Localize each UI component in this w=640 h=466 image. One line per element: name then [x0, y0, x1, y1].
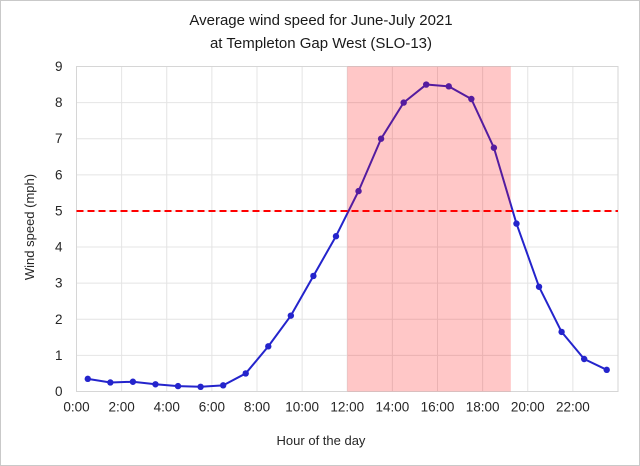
x-tick-label: 18:00 [466, 400, 500, 415]
data-point-marker [219, 382, 227, 389]
data-point-marker [377, 135, 385, 142]
data-point-marker [513, 220, 520, 227]
data-point-marker [265, 343, 272, 350]
plot-border [76, 66, 619, 392]
data-point-marker [197, 383, 204, 391]
y-tick-label: 2 [55, 312, 63, 327]
y-tick-label: 4 [55, 240, 63, 255]
data-point-marker [107, 379, 114, 386]
y-tick-label: 6 [55, 167, 63, 182]
data-point-marker [468, 95, 475, 103]
y-tick-label: 9 [55, 59, 63, 74]
chart-title-line2: at Templeton Gap West (SLO-13) [209, 35, 433, 52]
chart-title: Average wind speed for June-July 2021 at… [1, 9, 639, 55]
data-point-marker [355, 187, 362, 195]
data-point-marker [287, 312, 295, 319]
y-tick-label: 3 [55, 276, 63, 291]
x-tick-label: 10:00 [285, 400, 319, 415]
x-tick-label: 2:00 [108, 400, 134, 415]
x-tick-label: 8:00 [244, 400, 270, 415]
x-tick-label: 12:00 [330, 400, 364, 415]
x-tick-label: 16:00 [421, 400, 455, 415]
x-tick-label: 22:00 [556, 400, 590, 415]
x-tick-label: 4:00 [154, 400, 180, 415]
wind-speed-line [86, 83, 608, 388]
data-point-marker [580, 355, 588, 363]
data-point-marker [310, 272, 317, 280]
y-tick-label: 8 [55, 95, 63, 110]
data-point-marker [558, 328, 565, 336]
x-axis-title: Hour of the day [276, 433, 366, 448]
data-point-marker [400, 99, 407, 106]
x-tick-label: 20:00 [511, 400, 545, 415]
data-point-marker [332, 233, 340, 240]
data-point-marker [242, 370, 249, 377]
data-point-marker [423, 81, 430, 88]
y-tick-label: 0 [55, 384, 63, 399]
data-point-marker [174, 382, 182, 390]
data-point-marker [84, 375, 91, 383]
y-tick-label: 1 [55, 348, 63, 363]
data-point-marker [445, 83, 452, 90]
x-tick-label: 14:00 [375, 400, 409, 415]
y-tick-label: 5 [55, 203, 63, 218]
x-tick-label: 0:00 [63, 400, 89, 415]
chart-title-line1: Average wind speed for June-July 2021 [189, 12, 453, 29]
highlight-region [347, 66, 511, 392]
data-point-marker [603, 366, 610, 374]
data-point-marker [490, 144, 498, 151]
data-point-marker [152, 381, 159, 388]
y-tick-label: 7 [55, 131, 63, 146]
x-tick-label: 6:00 [199, 400, 225, 415]
data-point-marker [535, 283, 543, 290]
data-point-marker [129, 378, 137, 385]
y-axis-title: Wind speed (mph) [22, 173, 37, 281]
